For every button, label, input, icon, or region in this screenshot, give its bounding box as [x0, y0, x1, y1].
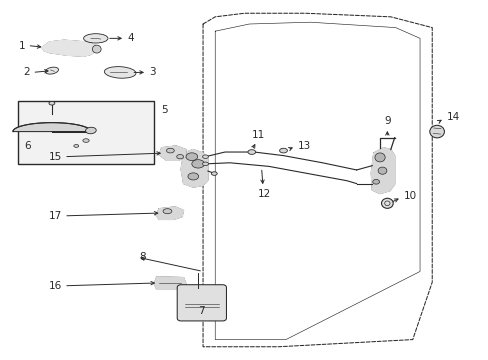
Text: 7: 7 — [198, 306, 204, 316]
Ellipse shape — [202, 155, 208, 158]
Text: 6: 6 — [24, 141, 31, 151]
Ellipse shape — [187, 173, 198, 180]
Polygon shape — [159, 146, 185, 160]
Text: 14: 14 — [446, 112, 459, 122]
Ellipse shape — [185, 153, 197, 161]
Ellipse shape — [45, 67, 59, 74]
Ellipse shape — [163, 209, 171, 214]
Text: 9: 9 — [383, 116, 390, 126]
Polygon shape — [154, 277, 185, 289]
Ellipse shape — [202, 162, 208, 166]
Text: 13: 13 — [298, 141, 311, 151]
Ellipse shape — [191, 160, 204, 168]
Text: 16: 16 — [48, 281, 61, 291]
Text: 10: 10 — [403, 192, 416, 202]
Ellipse shape — [49, 102, 55, 105]
Text: 12: 12 — [257, 189, 270, 199]
Ellipse shape — [247, 150, 255, 154]
Ellipse shape — [166, 148, 174, 153]
Polygon shape — [181, 149, 207, 187]
Ellipse shape — [377, 167, 386, 174]
Ellipse shape — [85, 127, 96, 134]
Polygon shape — [42, 40, 96, 56]
Text: 4: 4 — [127, 33, 134, 43]
Polygon shape — [13, 123, 91, 132]
Text: 5: 5 — [161, 105, 168, 115]
Text: 1: 1 — [19, 41, 25, 50]
Text: 11: 11 — [251, 130, 264, 140]
Ellipse shape — [279, 148, 287, 153]
Polygon shape — [156, 207, 183, 220]
Ellipse shape — [381, 198, 392, 208]
Ellipse shape — [211, 172, 217, 175]
Text: 3: 3 — [149, 67, 156, 77]
Text: 8: 8 — [140, 252, 146, 262]
Ellipse shape — [374, 153, 385, 162]
Polygon shape — [370, 148, 394, 194]
Ellipse shape — [82, 139, 89, 142]
Text: 15: 15 — [48, 152, 61, 162]
Bar — [18, 101, 154, 164]
Ellipse shape — [372, 180, 379, 184]
Text: 17: 17 — [48, 211, 61, 221]
FancyBboxPatch shape — [177, 285, 226, 321]
Ellipse shape — [92, 45, 101, 53]
Ellipse shape — [83, 34, 108, 43]
Ellipse shape — [176, 154, 183, 159]
Ellipse shape — [429, 125, 444, 138]
Ellipse shape — [74, 144, 79, 147]
Ellipse shape — [104, 67, 136, 78]
Text: 2: 2 — [23, 67, 30, 77]
